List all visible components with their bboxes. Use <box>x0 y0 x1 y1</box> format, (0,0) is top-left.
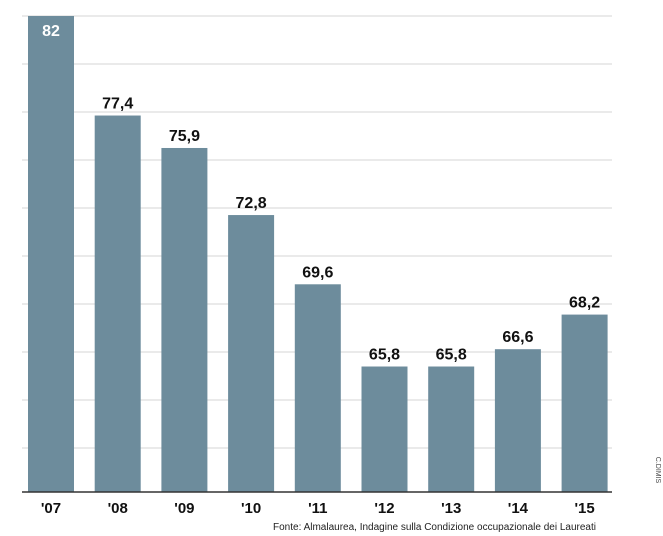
value-label: 65,8 <box>436 347 467 364</box>
x-tick-label: '13 <box>441 500 461 517</box>
bar-14 <box>494 349 541 492</box>
value-label: 72,8 <box>236 195 267 212</box>
value-label: 69,6 <box>302 264 333 281</box>
x-tick-label: '15 <box>574 500 594 517</box>
value-label: 75,9 <box>169 128 200 145</box>
bars <box>28 16 608 492</box>
value-label: 77,4 <box>102 96 133 113</box>
x-tick-label: '11 <box>308 500 327 517</box>
value-label: 66,6 <box>502 329 533 346</box>
bar-13 <box>428 366 475 492</box>
value-label: 68,2 <box>569 295 600 312</box>
x-tick-label: '10 <box>241 500 261 517</box>
x-tick-labels: '07 '08 '09 '10 '11 '12 '13 '14 '15 <box>41 500 595 517</box>
bar-12 <box>361 366 408 492</box>
source-note: Fonte: Almalaurea, Indagine sulla Condiz… <box>273 522 596 533</box>
bar-15 <box>561 314 608 492</box>
x-tick-label: '09 <box>174 500 194 517</box>
x-tick-label: '12 <box>374 500 394 517</box>
x-tick-label: '08 <box>108 500 128 517</box>
bar-11 <box>294 284 341 492</box>
bar-09 <box>161 147 208 492</box>
value-labels: 82 77,4 75,9 72,8 69,6 65,8 65,8 66,6 68,2 <box>42 23 600 364</box>
x-tick-label: '07 <box>41 500 61 517</box>
bar-07 <box>28 16 74 492</box>
value-label: 65,8 <box>369 347 400 364</box>
value-label: 82 <box>42 23 60 40</box>
credit-note: C.DIMIS <box>654 457 661 484</box>
bar-08 <box>94 115 141 492</box>
x-tick-label: '14 <box>508 500 529 517</box>
bar-10 <box>228 215 275 492</box>
